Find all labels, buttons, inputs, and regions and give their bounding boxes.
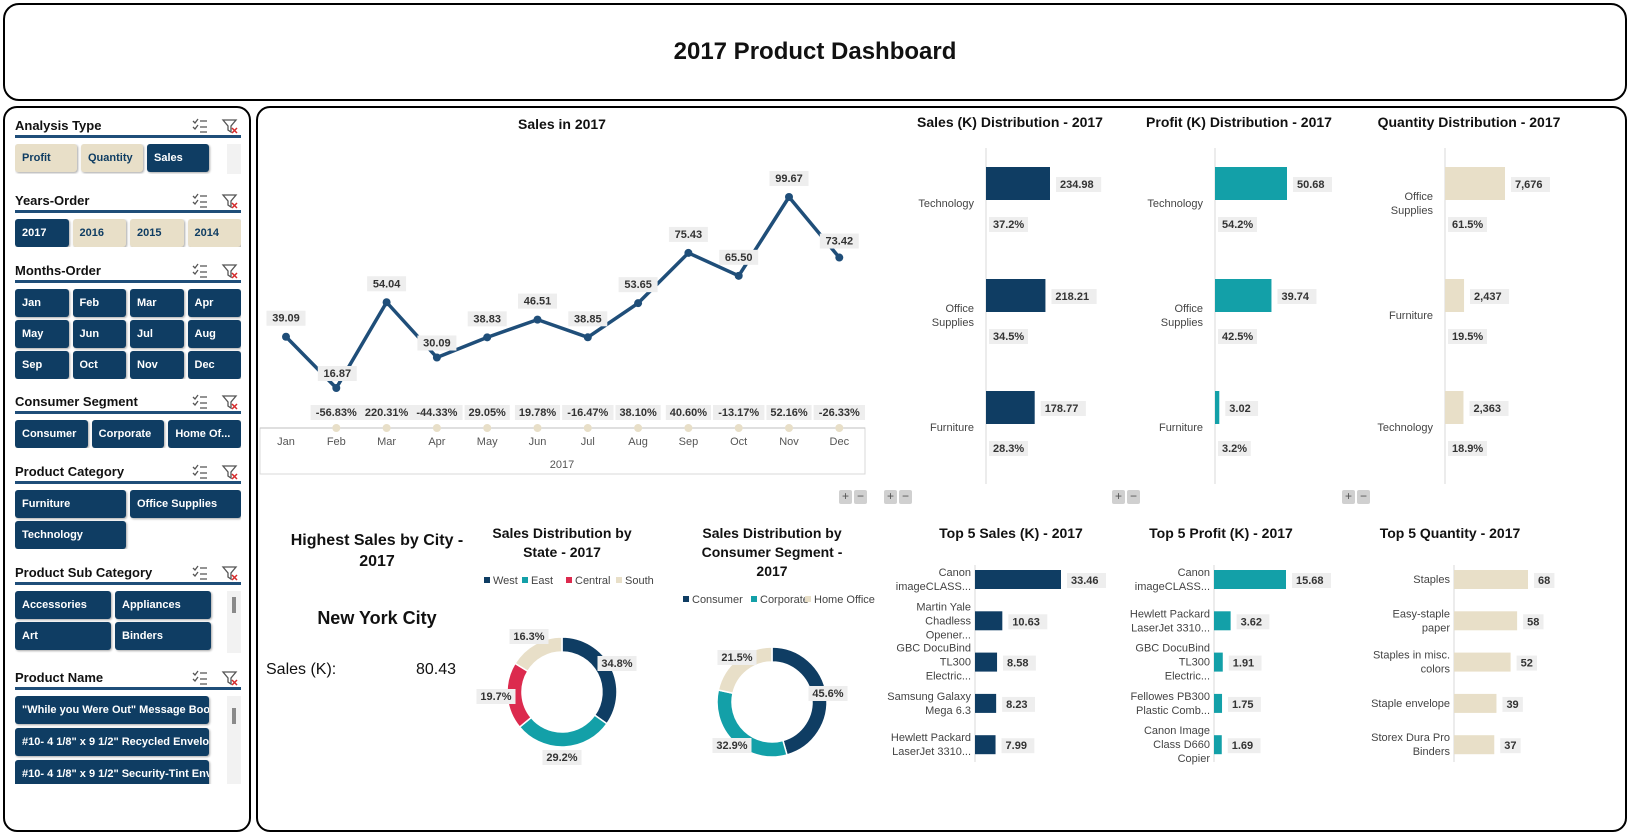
slicer-items: Profit Quantity Sales [15,144,241,172]
slicer-item[interactable]: Apr [187,289,241,317]
slicer-items: "While you Were Out" Message Boo... #10- … [15,696,241,784]
collapse-icon[interactable]: − [854,490,867,504]
slicer-items: Consumer Corporate Home Of... [15,420,241,448]
slicer-item[interactable]: #10- 4 1/8" x 9 1/2" Security-Tint Env..… [15,760,209,784]
slicer-item[interactable]: Sales [147,144,209,172]
slicer-item[interactable]: Feb [72,289,126,317]
city-name: New York City [317,608,437,628]
slicer-item[interactable]: 2015 [130,219,184,247]
slicer-item[interactable]: "While you Were Out" Message Boo... [15,696,209,724]
slicer-title: Years-Order [15,193,90,208]
slicer-item[interactable]: Oct [72,351,126,379]
scrollbar[interactable] [227,144,241,174]
slicer-item[interactable]: Dec [187,351,241,379]
slicer-item[interactable]: Home Of... [168,420,241,448]
slicer-item[interactable]: Profit [15,144,77,172]
slicer-years: Years-Order 2017 2016 2015 2014 [15,191,241,247]
scrollbar[interactable] [227,591,241,653]
slicer-months: Months-Order Jan Feb Mar Apr May Jun Jul Aug Sep… [15,261,241,379]
city-card-title: Highest Sales by City - 2017 [290,532,464,570]
slicer-title: Analysis Type [15,118,102,133]
multi-select-icon[interactable] [191,117,209,135]
expand-collapse-buttons: + − [1342,490,1372,504]
clear-filter-icon[interactable] [221,669,239,687]
slicer-item[interactable]: 2016 [72,219,126,247]
expand-collapse-buttons: + − [884,490,914,504]
slicer-analysis-type: Analysis Type Profit Quantity Sales [15,116,241,174]
expand-icon[interactable]: + [1112,490,1125,504]
slicer-product-category: Product Category Furniture Office Supplie… [15,462,241,549]
expand-collapse-buttons: + − [839,490,869,504]
expand-collapse-buttons: + − [1112,490,1142,504]
collapse-icon[interactable]: − [1357,490,1370,504]
slicer-item[interactable]: Furniture [15,490,126,518]
clear-filter-icon[interactable] [221,262,239,280]
slicer-item[interactable]: Nov [130,351,184,379]
slicer-item[interactable]: Consumer [15,420,88,448]
expand-icon[interactable]: + [1342,490,1355,504]
slicer-consumer-segment: Consumer Segment Consumer Corporate Home O… [15,392,241,448]
slicer-item[interactable]: Jun [72,320,126,348]
clear-filter-icon[interactable] [221,117,239,135]
slicer-product-sub-category: Product Sub Category Accessories Applianc… [15,563,241,653]
slicer-item[interactable]: Technology [15,521,126,549]
slicer-item[interactable]: #10- 4 1/8" x 9 1/2" Recycled Envelo... [15,728,209,756]
multi-select-icon[interactable] [191,393,209,411]
slicer-item[interactable]: 2017 [15,219,69,247]
collapse-icon[interactable]: − [1127,490,1140,504]
filter-panel: Analysis Type Profit Quantity Sales Years-… [3,106,251,832]
slicer-item[interactable]: Mar [130,289,184,317]
slicer-item[interactable]: Appliances [115,591,211,619]
slicer-item[interactable]: Sep [15,351,69,379]
dashboard-title: 2017 Product Dashboard [673,38,957,65]
slicer-item[interactable]: Art [15,622,111,650]
dashboard-title-box: 2017 Product Dashboard [3,3,1627,101]
clear-filter-icon[interactable] [221,393,239,411]
multi-select-icon[interactable] [191,463,209,481]
slicer-title: Consumer Segment [15,394,138,409]
slicer-product-name: Product Name "While you Were Out" Messag… [15,668,241,784]
slicer-title: Product Sub Category [15,565,153,580]
highest-sales-city-card: Highest Sales by City - 2017 New York Ci… [262,530,492,679]
slicer-item[interactable]: Jul [130,320,184,348]
slicer-item[interactable]: May [15,320,69,348]
clear-filter-icon[interactable] [221,564,239,582]
slicer-item[interactable]: Aug [187,320,241,348]
slicer-item[interactable]: Jan [15,289,69,317]
slicer-items: Accessories Appliances Art Binders [15,591,241,650]
collapse-icon[interactable]: − [899,490,912,504]
clear-filter-icon[interactable] [221,463,239,481]
slicer-item[interactable]: Quantity [81,144,143,172]
slicer-item[interactable]: 2014 [187,219,241,247]
city-metric-value: 80.43 [415,661,456,678]
slicer-title: Product Category [15,464,125,479]
multi-select-icon[interactable] [191,669,209,687]
multi-select-icon[interactable] [191,262,209,280]
slicer-items: Jan Feb Mar Apr May Jun Jul Aug Sep Oct Nov Dec [15,289,241,379]
slicer-item[interactable]: Office Supplies [130,490,241,518]
chart-panel [256,106,1627,832]
slicer-item[interactable]: Accessories [15,591,111,619]
slicer-title: Product Name [15,670,104,685]
clear-filter-icon[interactable] [221,192,239,210]
slicer-item[interactable]: Binders [115,622,211,650]
expand-icon[interactable]: + [884,490,897,504]
slicer-title: Months-Order [15,263,101,278]
multi-select-icon[interactable] [191,192,209,210]
slicer-items: 2017 2016 2015 2014 [15,219,241,247]
city-metric-label: Sales (K): [266,661,337,678]
scrollbar[interactable] [227,696,241,784]
multi-select-icon[interactable] [191,564,209,582]
slicer-item[interactable]: Corporate [91,420,165,448]
slicer-items: Furniture Office Supplies Technology [15,490,241,549]
expand-icon[interactable]: + [839,490,852,504]
